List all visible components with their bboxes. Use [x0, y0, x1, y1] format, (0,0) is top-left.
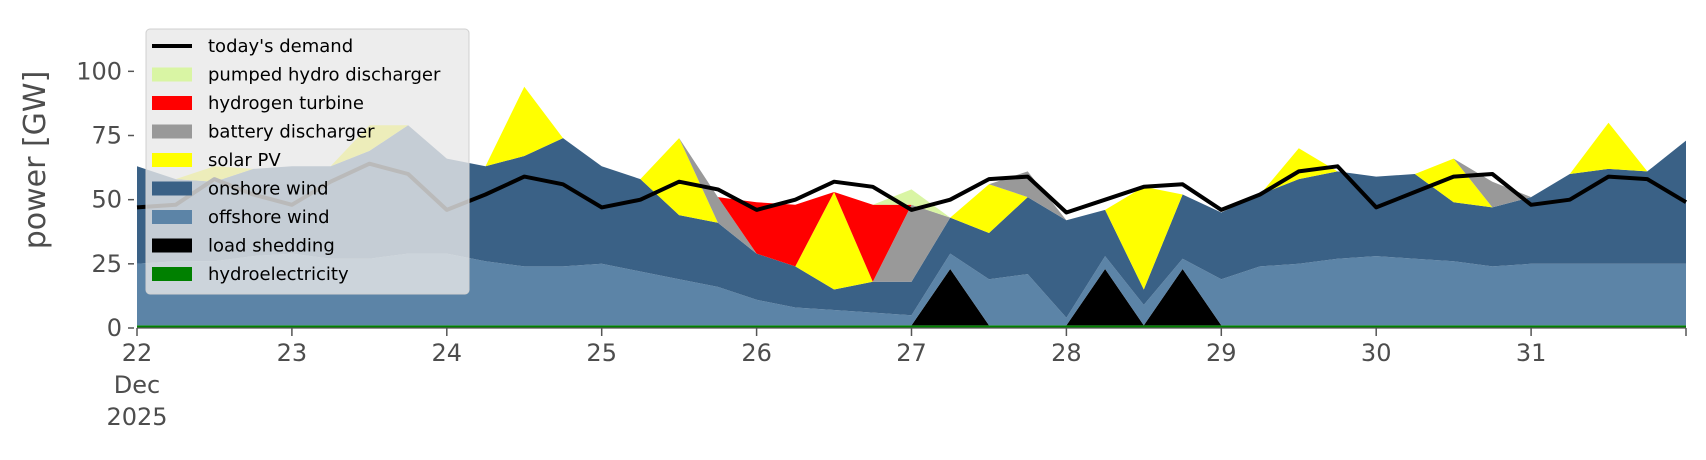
area-battery-discharger: [137, 86, 1686, 282]
legend-label-battery-discharger: battery discharger: [208, 122, 375, 143]
x-tick-label: 22: [122, 339, 153, 367]
area-pumped-hydro-discharger: [137, 86, 1686, 221]
x-tick-label: 23: [277, 339, 308, 367]
x-tick-label: 26: [741, 339, 772, 367]
x-tick-label: 27: [896, 339, 927, 367]
legend-label-hydroelectricity: hydroelectricity: [208, 264, 349, 285]
y-axis-label: power [GW]: [18, 71, 53, 250]
x-tick-label: 30: [1361, 339, 1392, 367]
legend-label-load-shedding: load shedding: [208, 236, 335, 257]
y-tick-label: 25: [91, 250, 122, 278]
area-hydroelectricity: [137, 325, 1686, 328]
legend-label-offshore-wind: offshore wind: [208, 207, 330, 228]
legend-swatch-onshore-wind: [152, 181, 192, 196]
x-tick-label: 29: [1206, 339, 1237, 367]
legend: today's demand pumped hydro discharger hyd…: [145, 28, 470, 295]
axes-layer: 0 25 50 75 100 22 Dec 2025 23 24 25 26 27 28 29 30 31: [76, 57, 1687, 431]
x-tick-label: 31: [1516, 339, 1547, 367]
area-offshore-wind: [137, 253, 1686, 326]
y-tick-label: 75: [91, 122, 122, 150]
x-tick-label: 28: [1051, 339, 1082, 367]
y-tick-label: 0: [107, 314, 122, 342]
legend-label-hydrogen-turbine: hydrogen turbine: [208, 93, 364, 114]
area-onshore-wind: [137, 125, 1686, 318]
legend-swatch-hydrogen-turbine: [152, 96, 192, 110]
x-tick-label: 24: [432, 339, 463, 367]
legend-box: [145, 28, 470, 295]
legend-swatch-solar-pv: [152, 153, 192, 167]
legend-label-today-s-demand: today's demand: [208, 36, 353, 57]
legend-swatch-load-shedding: [152, 238, 192, 253]
legend-label-pumped-hydro-discharger: pumped hydro discharger: [208, 65, 441, 86]
legend-swatch-battery-discharger: [152, 124, 192, 139]
x-tick-label: Dec: [114, 371, 160, 399]
stacked-area-layer: [137, 86, 1686, 328]
legend-label-solar-pv: solar PV: [208, 150, 281, 171]
x-tick-label: 25: [586, 339, 617, 367]
legend-swatch-pumped-hydro-discharger: [152, 67, 192, 82]
area-solar-pv: [137, 86, 1686, 290]
legend-swatch-offshore-wind: [152, 210, 192, 224]
legend-swatch-hydroelectricity: [152, 267, 192, 281]
legend-label-onshore-wind: onshore wind: [208, 179, 329, 200]
y-tick-label: 50: [91, 186, 122, 214]
x-tick-label: 2025: [106, 403, 167, 431]
y-tick-label: 100: [76, 57, 122, 85]
